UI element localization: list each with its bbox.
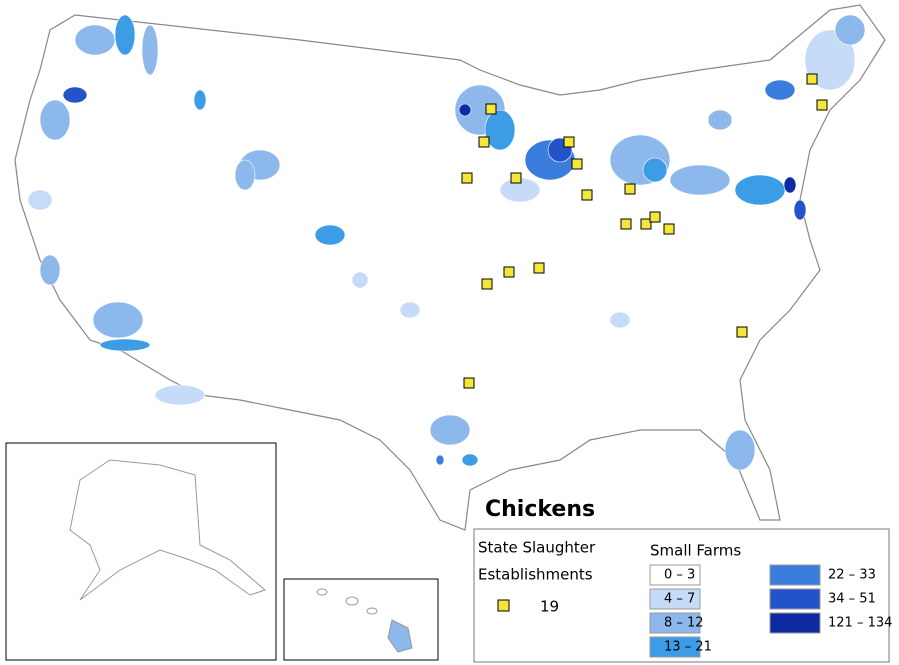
county-fill — [783, 176, 797, 194]
legend-title: Small Farms — [650, 542, 741, 560]
slaughter-marker — [463, 377, 475, 389]
slaughter-marker — [481, 278, 493, 290]
slaughter-marker — [620, 218, 632, 230]
legend-swatch — [649, 588, 701, 610]
legend-label: 34 – 51 — [828, 592, 876, 607]
slaughter-marker — [533, 262, 545, 274]
map-title: Chickens — [485, 497, 595, 522]
county-fill — [764, 79, 796, 101]
slaughter-marker — [663, 223, 675, 235]
legend-swatch — [649, 564, 701, 586]
slaughter-marker — [510, 172, 522, 184]
county-fill — [154, 384, 206, 406]
legend-title: Establishments — [478, 566, 593, 584]
slaughter-marker — [478, 136, 490, 148]
county-fill — [484, 109, 516, 151]
legend-label: 22 – 33 — [828, 568, 876, 583]
legend-swatch — [769, 588, 821, 610]
county-fill — [609, 311, 631, 329]
county-fill — [99, 338, 151, 352]
county-fill — [234, 159, 256, 191]
legend-swatch — [769, 612, 821, 634]
legend-title: State Slaughter — [478, 539, 596, 557]
slaughter-marker — [640, 218, 652, 230]
slaughter-marker — [624, 183, 636, 195]
slaughter-marker — [806, 73, 818, 85]
county-fill — [734, 174, 786, 206]
county-fill — [141, 24, 159, 76]
slaughter-markers — [461, 73, 828, 389]
alaska-shape — [69, 459, 266, 601]
slaughter-marker — [816, 99, 828, 111]
county-fill — [458, 103, 472, 117]
legend-swatch — [769, 564, 821, 586]
legend-label: 0 – 3 — [664, 568, 695, 583]
slaughter-marker — [649, 211, 661, 223]
legend-classes: 0 – 3 4 – 7 8 – 12 13 – 21 22 – 33 34 – 51 121… — [649, 564, 892, 658]
legend-swatch — [649, 612, 701, 634]
hawaii-inset — [283, 578, 439, 661]
county-fill — [193, 89, 207, 111]
county-fill — [314, 224, 346, 246]
county-fill — [461, 453, 479, 467]
county-fill — [114, 14, 136, 56]
county-fill — [39, 254, 61, 286]
legend-swatch — [649, 636, 701, 658]
hawaii-shape — [316, 588, 413, 653]
county-fill — [429, 414, 471, 446]
county-fill — [724, 429, 756, 471]
legend-label: 8 – 12 — [664, 616, 704, 631]
county-fill — [834, 14, 866, 46]
county-fill — [27, 189, 53, 211]
county-fill — [399, 301, 421, 319]
county-fill — [92, 301, 144, 339]
county-fill — [62, 86, 88, 104]
county-fill — [435, 454, 445, 466]
county-fill — [351, 271, 369, 289]
slaughter-marker — [736, 326, 748, 338]
slaughter-marker — [461, 172, 473, 184]
legend-marker — [497, 599, 510, 612]
county-fill — [642, 157, 668, 183]
legend-label: 4 – 7 — [664, 592, 695, 607]
county-fill — [793, 199, 807, 221]
legend-label: 13 – 21 — [664, 640, 712, 655]
county-fill — [39, 99, 71, 141]
slaughter-marker — [503, 266, 515, 278]
slaughter-marker — [581, 189, 593, 201]
county-fill — [669, 164, 731, 196]
slaughter-marker — [563, 136, 575, 148]
county-fill — [74, 24, 116, 56]
county-fills — [27, 14, 866, 471]
slaughter-marker — [571, 158, 583, 170]
slaughter-marker — [485, 103, 497, 115]
county-fill — [707, 109, 733, 131]
legend-label: 121 – 134 — [828, 616, 892, 631]
legend-count: 19 — [540, 598, 559, 616]
